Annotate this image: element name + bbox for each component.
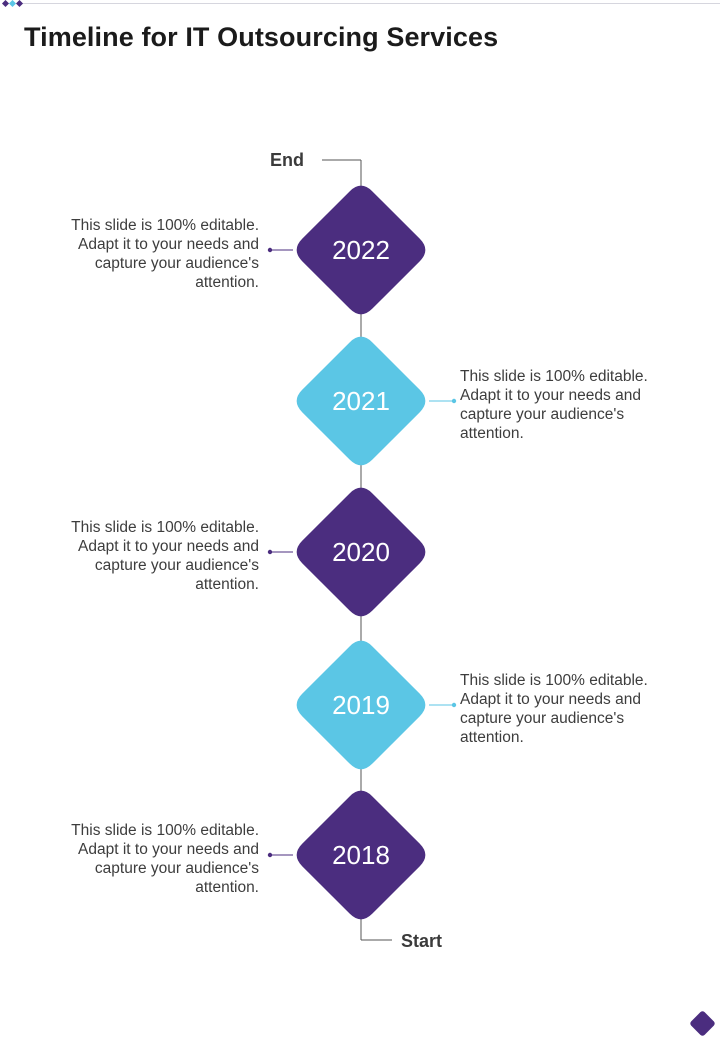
page-title: Timeline for IT Outsourcing Services [24, 22, 499, 52]
milestone-description-2018: This slide is 100% editable. Adapt it to… [71, 822, 259, 896]
end-label: End [270, 150, 304, 170]
milestones: 2022 2021 2020 2019 2018 [267, 185, 457, 920]
milestone-diamond-2022 [296, 185, 426, 315]
milestone-diamond-2020 [296, 487, 426, 617]
top-rule [22, 3, 720, 4]
milestone-dot-2022 [267, 247, 273, 253]
milestone-year-2020: 2020 [332, 537, 390, 567]
milestone-dot-2019 [451, 702, 457, 708]
milestone-diamond-2021 [296, 336, 426, 466]
milestone-description-2020: This slide is 100% editable. Adapt it to… [71, 519, 259, 593]
milestone-dot-2021 [451, 398, 457, 404]
start-label: Start [401, 931, 442, 951]
milestone-diamond-2018 [296, 790, 426, 920]
milestone-description-2019: This slide is 100% editable. Adapt it to… [460, 672, 648, 746]
milestone-year-2021: 2021 [332, 386, 390, 416]
milestone-dot-2020 [267, 549, 273, 555]
milestone-dot-2018 [267, 852, 273, 858]
milestone-year-2022: 2022 [332, 235, 390, 265]
milestone-description-2021: This slide is 100% editable. Adapt it to… [460, 368, 648, 442]
milestone-year-2019: 2019 [332, 690, 390, 720]
milestone-year-2018: 2018 [332, 840, 390, 870]
milestone-description-2022: This slide is 100% editable. Adapt it to… [71, 217, 259, 291]
milestone-diamond-2019 [296, 640, 426, 770]
